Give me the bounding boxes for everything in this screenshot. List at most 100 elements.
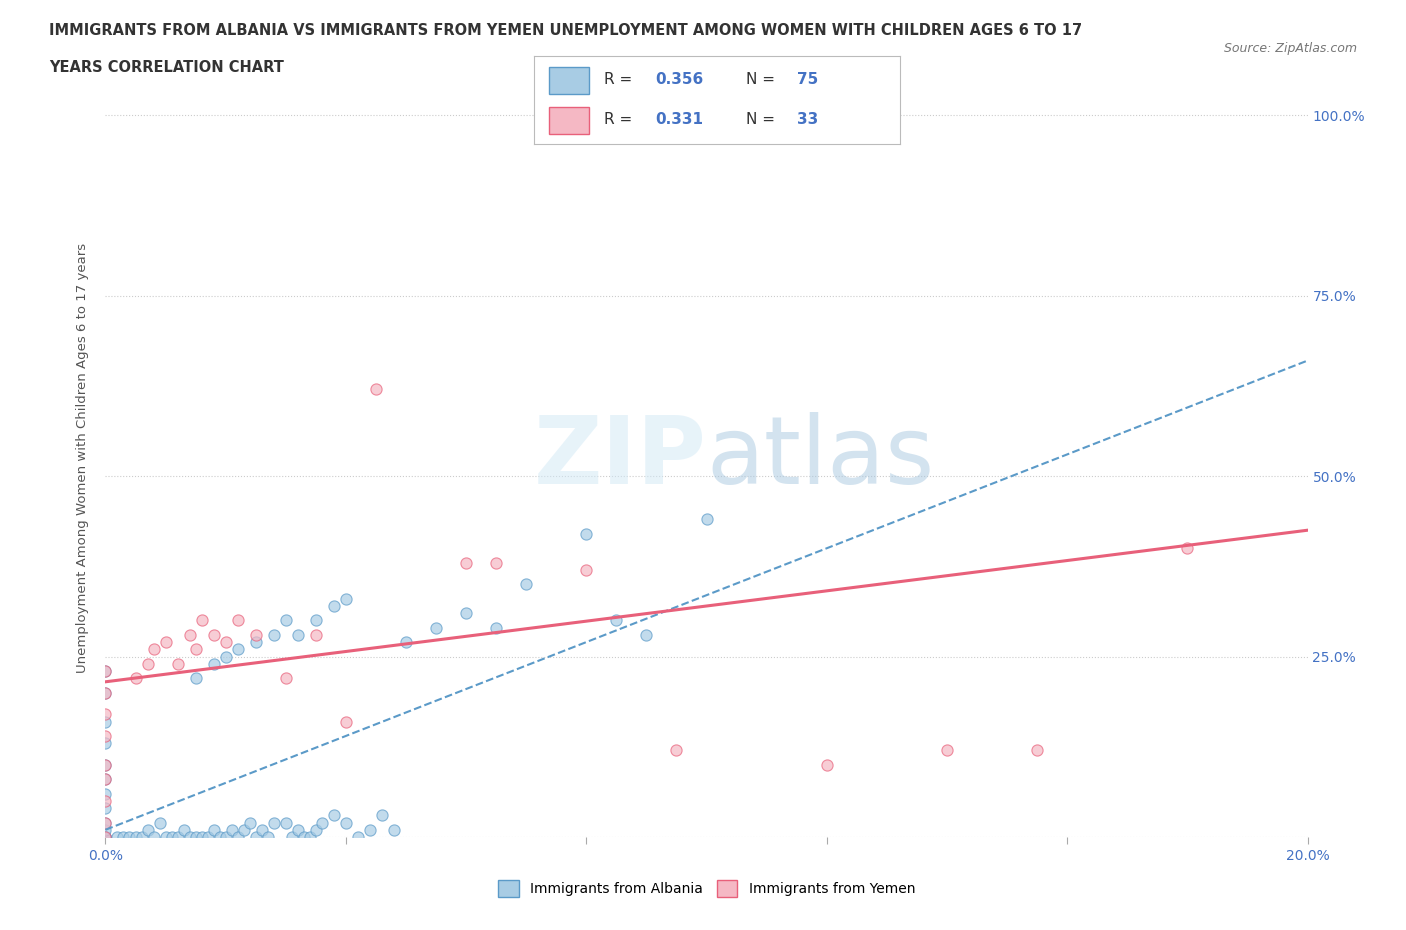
Point	[250, 822, 273, 837]
Point	[94, 830, 117, 844]
Point	[485, 555, 508, 570]
Text: 0.331: 0.331	[655, 112, 703, 126]
Text: Source: ZipAtlas.com: Source: ZipAtlas.com	[1223, 42, 1357, 55]
Point	[274, 815, 297, 830]
Point	[160, 830, 183, 844]
Point	[94, 707, 117, 722]
Y-axis label: Unemployment Among Women with Children Ages 6 to 17 years: Unemployment Among Women with Children A…	[76, 243, 90, 673]
Point	[94, 830, 117, 844]
Text: N =: N =	[747, 73, 780, 87]
Text: R =: R =	[603, 73, 637, 87]
Point	[245, 830, 267, 844]
Point	[148, 815, 170, 830]
Point	[142, 830, 165, 844]
Point	[305, 822, 328, 837]
Point	[155, 634, 177, 649]
Point	[94, 772, 117, 787]
Point	[382, 822, 405, 837]
Point	[274, 613, 297, 628]
Text: N =: N =	[747, 112, 780, 126]
Point	[239, 815, 262, 830]
Point	[322, 808, 344, 823]
Point	[94, 822, 117, 837]
Point	[298, 830, 321, 844]
Point	[226, 642, 249, 657]
Text: YEARS CORRELATION CHART: YEARS CORRELATION CHART	[49, 60, 284, 75]
Point	[454, 605, 477, 620]
Point	[226, 830, 249, 844]
Point	[184, 642, 207, 657]
Point	[214, 830, 236, 844]
Text: 33: 33	[797, 112, 818, 126]
Point	[94, 830, 117, 844]
Point	[636, 628, 658, 643]
Point	[515, 577, 537, 591]
Point	[112, 830, 135, 844]
Point	[485, 620, 508, 635]
Point	[190, 830, 212, 844]
Point	[94, 772, 117, 787]
Point	[179, 830, 201, 844]
Point	[94, 793, 117, 808]
Point	[173, 822, 195, 837]
Point	[936, 743, 959, 758]
Point	[335, 815, 357, 830]
Point	[311, 815, 333, 830]
Legend: Immigrants from Albania, Immigrants from Yemen: Immigrants from Albania, Immigrants from…	[492, 874, 921, 902]
Point	[94, 736, 117, 751]
Point	[136, 657, 159, 671]
Point	[94, 830, 117, 844]
Point	[263, 628, 285, 643]
Point	[221, 822, 243, 837]
Point	[395, 634, 418, 649]
Point	[292, 830, 315, 844]
Point	[94, 786, 117, 801]
Point	[94, 757, 117, 772]
Point	[124, 671, 146, 685]
Point	[696, 512, 718, 526]
Point	[214, 649, 236, 664]
Point	[136, 822, 159, 837]
Point	[665, 743, 688, 758]
Point	[124, 830, 146, 844]
Point	[94, 663, 117, 678]
Text: R =: R =	[603, 112, 637, 126]
Point	[107, 830, 129, 844]
Point	[94, 801, 117, 816]
Point	[94, 830, 117, 844]
Point	[575, 526, 598, 541]
Point	[575, 563, 598, 578]
Point	[208, 830, 231, 844]
Point	[202, 822, 225, 837]
Point	[94, 685, 117, 700]
Point	[263, 815, 285, 830]
Point	[197, 830, 219, 844]
Point	[94, 663, 117, 678]
Point	[1026, 743, 1049, 758]
Point	[454, 555, 477, 570]
Point	[118, 830, 141, 844]
Point	[94, 714, 117, 729]
Point	[425, 620, 447, 635]
Point	[142, 642, 165, 657]
Text: atlas: atlas	[707, 412, 935, 504]
Point	[605, 613, 627, 628]
Point	[305, 613, 328, 628]
Text: 0.356: 0.356	[655, 73, 703, 87]
Text: ZIP: ZIP	[534, 412, 707, 504]
Point	[94, 685, 117, 700]
Point	[190, 613, 212, 628]
Point	[179, 628, 201, 643]
Point	[184, 671, 207, 685]
Point	[226, 613, 249, 628]
Point	[245, 634, 267, 649]
Point	[335, 591, 357, 606]
Point	[94, 830, 117, 844]
Point	[359, 822, 381, 837]
Point	[245, 628, 267, 643]
Point	[364, 382, 387, 397]
Point	[166, 657, 188, 671]
Point	[287, 628, 309, 643]
Point	[322, 599, 344, 614]
Point	[155, 830, 177, 844]
